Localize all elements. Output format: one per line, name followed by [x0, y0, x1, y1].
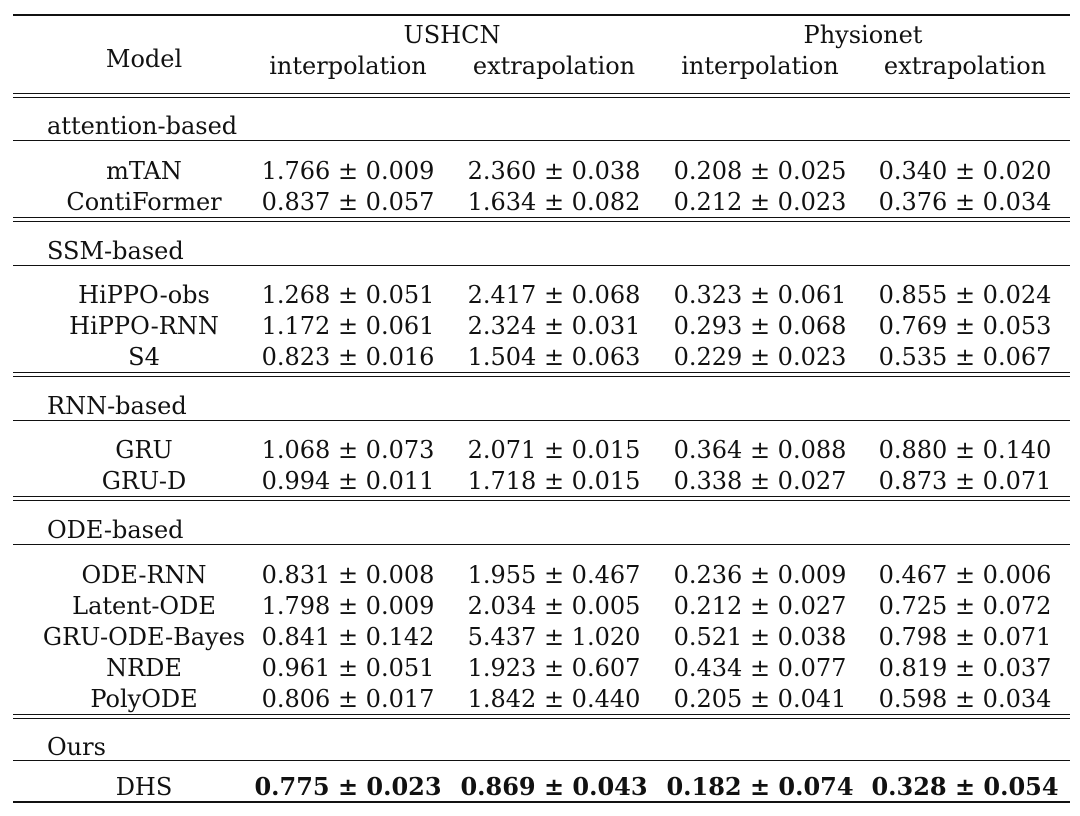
- value-cell: 0.880 ± 0.140: [878, 436, 1052, 464]
- value-cell: 0.598 ± 0.034: [878, 685, 1052, 713]
- value-cell: 0.205 ± 0.041: [673, 685, 847, 713]
- model-name-cell: ContiFormer: [66, 188, 222, 216]
- value-cell: 2.071 ± 0.015: [467, 436, 641, 464]
- value-cell: 1.718 ± 0.015: [467, 467, 641, 495]
- model-name-cell: ODE-RNN: [81, 561, 207, 589]
- value-cell: 0.535 ± 0.067: [878, 343, 1052, 371]
- value-cell: 0.819 ± 0.037: [878, 654, 1052, 682]
- value-cell: 0.229 ± 0.023: [673, 343, 847, 371]
- value-cell: 1.504 ± 0.063: [467, 343, 641, 371]
- model-name-cell: GRU: [115, 436, 173, 464]
- model-name-cell: mTAN: [106, 157, 182, 185]
- value-cell: 2.034 ± 0.005: [467, 592, 641, 620]
- section-rule: [13, 265, 1070, 266]
- section-label: Ours: [47, 733, 106, 761]
- value-cell: 0.798 ± 0.071: [878, 623, 1052, 651]
- section-double-rule: [13, 97, 1070, 98]
- value-cell: 5.437 ± 1.020: [467, 623, 641, 651]
- section-rule: [13, 140, 1070, 141]
- value-cell: 0.855 ± 0.024: [878, 281, 1052, 309]
- value-cell: 0.434 ± 0.077: [673, 654, 847, 682]
- model-name-cell: GRU-D: [101, 467, 187, 495]
- model-name-cell: S4: [128, 343, 160, 371]
- section-label: attention-based: [47, 112, 238, 140]
- section-double-rule: [13, 718, 1070, 719]
- section-double-rule: [13, 217, 1070, 218]
- value-cell: 0.725 ± 0.072: [878, 592, 1052, 620]
- value-cell: 0.323 ± 0.061: [673, 281, 847, 309]
- bottom-rule: [13, 801, 1070, 803]
- value-cell: 0.831 ± 0.008: [261, 561, 435, 589]
- value-cell: 0.293 ± 0.068: [673, 312, 847, 340]
- top-rule: [13, 14, 1070, 16]
- section-double-rule: [13, 500, 1070, 501]
- value-cell: 1.634 ± 0.082: [467, 188, 641, 216]
- section-label: SSM-based: [47, 237, 184, 265]
- model-name-cell: PolyODE: [90, 685, 198, 713]
- section-double-rule: [13, 714, 1070, 715]
- value-cell: 0.806 ± 0.017: [261, 685, 435, 713]
- section-double-rule: [13, 496, 1070, 497]
- section-label: ODE-based: [47, 516, 184, 544]
- model-name-cell: Latent-ODE: [72, 592, 216, 620]
- value-cell: 0.328 ± 0.054: [871, 772, 1059, 801]
- results-table: Model USHCN Physionet interpolation extr…: [13, 14, 1070, 804]
- value-cell: 0.961 ± 0.051: [261, 654, 435, 682]
- section-double-rule: [13, 93, 1070, 94]
- value-cell: 0.212 ± 0.027: [673, 592, 847, 620]
- header-group-ushcn: USHCN: [403, 21, 501, 49]
- model-name-cell: HiPPO-RNN: [69, 312, 219, 340]
- header-model: Model: [105, 45, 183, 73]
- section-rule: [13, 420, 1070, 421]
- value-cell: 0.467 ± 0.006: [878, 561, 1052, 589]
- value-cell: 0.182 ± 0.074: [666, 772, 854, 801]
- section-label: RNN-based: [47, 392, 187, 420]
- value-cell: 2.360 ± 0.038: [467, 157, 641, 185]
- value-cell: 0.364 ± 0.088: [673, 436, 847, 464]
- value-cell: 0.376 ± 0.034: [878, 188, 1052, 216]
- section-rule: [13, 760, 1070, 761]
- section-rule: [13, 544, 1070, 545]
- model-name-cell: HiPPO-obs: [78, 281, 210, 309]
- value-cell: 1.842 ± 0.440: [467, 685, 641, 713]
- header-subcol: extrapolation: [883, 52, 1047, 80]
- value-cell: 0.837 ± 0.057: [261, 188, 435, 216]
- value-cell: 2.324 ± 0.031: [467, 312, 641, 340]
- value-cell: 0.338 ± 0.027: [673, 467, 847, 495]
- model-name-cell: DHS: [115, 773, 173, 801]
- section-double-rule: [13, 376, 1070, 377]
- value-cell: 0.775 ± 0.023: [254, 772, 442, 801]
- value-cell: 1.766 ± 0.009: [261, 157, 435, 185]
- value-cell: 0.208 ± 0.025: [673, 157, 847, 185]
- value-cell: 1.798 ± 0.009: [261, 592, 435, 620]
- section-double-rule: [13, 372, 1070, 373]
- section-double-rule: [13, 221, 1070, 222]
- value-cell: 1.268 ± 0.051: [261, 281, 435, 309]
- value-cell: 0.873 ± 0.071: [878, 467, 1052, 495]
- value-cell: 1.068 ± 0.073: [261, 436, 435, 464]
- header-subcol: interpolation: [681, 52, 839, 80]
- value-cell: 1.955 ± 0.467: [467, 561, 641, 589]
- model-name-cell: GRU-ODE-Bayes: [42, 623, 246, 651]
- header-group-physionet: Physionet: [803, 21, 923, 49]
- value-cell: 0.769 ± 0.053: [878, 312, 1052, 340]
- model-name-cell: NRDE: [106, 654, 182, 682]
- header-subcol: interpolation: [269, 52, 427, 80]
- value-cell: 0.994 ± 0.011: [261, 467, 435, 495]
- value-cell: 0.823 ± 0.016: [261, 343, 435, 371]
- value-cell: 1.172 ± 0.061: [261, 312, 435, 340]
- value-cell: 1.923 ± 0.607: [467, 654, 641, 682]
- header-subcol: extrapolation: [472, 52, 636, 80]
- value-cell: 0.212 ± 0.023: [673, 188, 847, 216]
- value-cell: 0.521 ± 0.038: [673, 623, 847, 651]
- value-cell: 0.236 ± 0.009: [673, 561, 847, 589]
- value-cell: 2.417 ± 0.068: [467, 281, 641, 309]
- value-cell: 0.340 ± 0.020: [878, 157, 1052, 185]
- value-cell: 0.841 ± 0.142: [261, 623, 435, 651]
- value-cell: 0.869 ± 0.043: [460, 772, 648, 801]
